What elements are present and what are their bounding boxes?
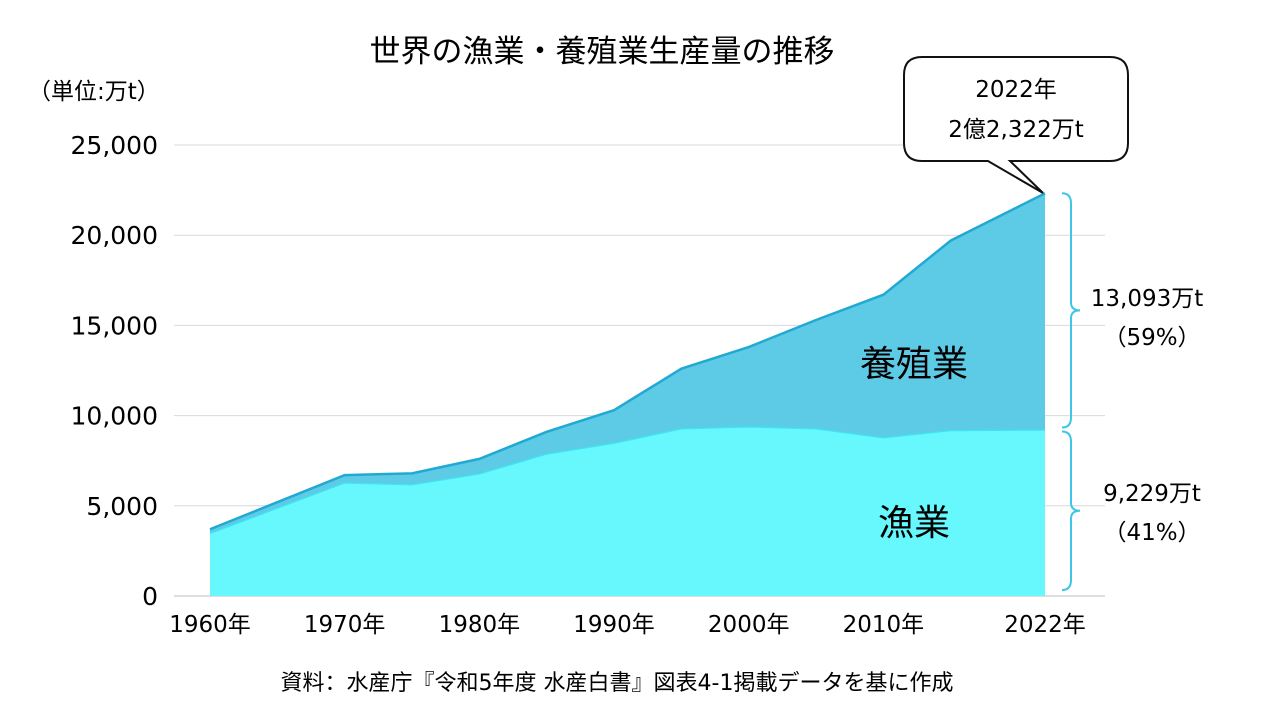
y-tick-label: 25,000 xyxy=(71,131,158,160)
line-aquaculture xyxy=(209,192,1046,531)
callout-year: 2022年 xyxy=(975,77,1057,103)
y-tick-label: 20,000 xyxy=(71,221,158,250)
callout-bubble xyxy=(903,56,1129,194)
x-tick-label: 2000年 xyxy=(708,612,790,638)
aquaculture-amount: 13,093万t xyxy=(1091,286,1204,312)
x-tick-label: 2022年 xyxy=(1004,612,1086,638)
source-note: 資料：水産庁『令和5年度 水産白書』図表4-1掲載データを基に作成 xyxy=(281,671,954,696)
y-tick-label: 10,000 xyxy=(71,402,158,431)
y-tick-label: 15,000 xyxy=(71,311,158,340)
y-tick-label: 0 xyxy=(142,582,158,611)
unit-label: （単位:万t） xyxy=(28,79,160,105)
area-fishery xyxy=(210,426,1045,596)
total-callout: 2022年 2億2,322万t xyxy=(903,56,1129,194)
series-label-aquaculture: 養殖業 xyxy=(860,344,968,385)
fishery-amount: 9,229万t xyxy=(1103,481,1201,507)
fishery-share: （41%） xyxy=(1103,520,1200,546)
x-tick-label: 1970年 xyxy=(304,612,386,638)
x-tick-label: 1990年 xyxy=(573,612,655,638)
callout-total: 2億2,322万t xyxy=(948,117,1084,143)
plot-areas xyxy=(209,192,1046,596)
series-label-fishery: 漁業 xyxy=(878,503,950,544)
aquaculture-share: （59%） xyxy=(1103,325,1200,351)
area-aquaculture xyxy=(210,193,1045,533)
fishery-brace xyxy=(1061,430,1081,591)
aquaculture-brace xyxy=(1061,192,1081,429)
chart-title: 世界の漁業・養殖業生産量の推移 xyxy=(370,34,835,70)
x-tick-label: 1960年 xyxy=(169,612,251,638)
x-tick-label: 2010年 xyxy=(843,612,925,638)
x-tick-label: 1980年 xyxy=(439,612,521,638)
x-axis-ticks: 1960年 1970年 1980年 1990年 2000年 2010年 2022年 xyxy=(169,612,1086,638)
y-tick-label: 5,000 xyxy=(86,492,158,521)
y-axis-ticks: 0 5,000 10,000 15,000 20,000 25,000 xyxy=(71,131,158,611)
